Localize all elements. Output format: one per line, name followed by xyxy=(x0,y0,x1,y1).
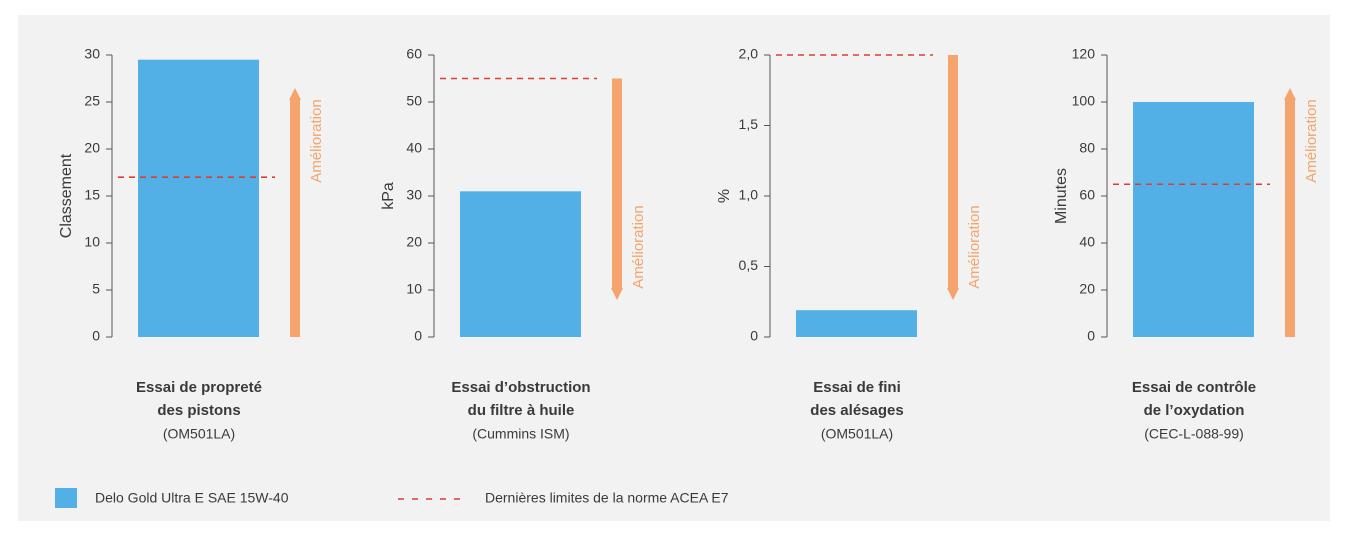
y-tick-label: 80 xyxy=(1079,140,1095,156)
chart-title: du filtre à huile xyxy=(468,402,575,419)
y-tick-label: 30 xyxy=(84,46,100,62)
bar xyxy=(460,191,581,337)
y-tick-label: 40 xyxy=(406,140,422,156)
arrow-label: Amélioration xyxy=(308,99,325,182)
chart-title: Essai de fini xyxy=(813,379,901,396)
y-axis-label: Classement xyxy=(58,153,75,238)
y-tick-label: 2,0 xyxy=(739,46,759,62)
y-tick-label: 0 xyxy=(1087,328,1095,344)
arrow-label: Amélioration xyxy=(966,205,983,288)
y-tick-label: 0 xyxy=(414,328,422,344)
y-tick-label: 40 xyxy=(1079,234,1095,250)
chart-subtitle: (OM501LA) xyxy=(163,426,235,442)
y-tick-label: 0 xyxy=(92,328,100,344)
y-tick-label: 1,0 xyxy=(739,187,759,203)
bar xyxy=(1133,102,1254,337)
y-tick-label: 120 xyxy=(1072,46,1096,62)
arrow xyxy=(1284,88,1296,337)
bar xyxy=(138,59,259,337)
y-tick-label: 20 xyxy=(84,140,100,156)
y-tick-label: 15 xyxy=(84,187,100,203)
y-tick-label: 20 xyxy=(406,234,422,250)
y-tick-label: 60 xyxy=(1079,187,1095,203)
arrow-label: Amélioration xyxy=(1303,99,1320,182)
legend-label: Dernières limites de la norme ACEA E7 xyxy=(485,490,729,506)
y-tick-label: 10 xyxy=(406,281,422,297)
y-axis-label: % xyxy=(716,189,733,203)
arrow xyxy=(611,78,623,300)
y-tick-label: 25 xyxy=(84,93,100,109)
chart-subtitle: (Cummins ISM) xyxy=(472,426,569,442)
y-tick-label: 10 xyxy=(84,234,100,250)
y-tick-label: 0,5 xyxy=(739,257,759,273)
y-axis-label: Minutes xyxy=(1053,168,1070,224)
arrow-label: Amélioration xyxy=(630,205,647,288)
arrow xyxy=(289,88,301,337)
chart-title: Essai d’obstruction xyxy=(451,379,590,396)
y-tick-label: 5 xyxy=(92,281,100,297)
chart-subtitle: (OM501LA) xyxy=(821,426,893,442)
legend-label: Delo Gold Ultra E SAE 15W-40 xyxy=(95,490,289,506)
chart-title: de l’oxydation xyxy=(1144,402,1245,419)
bar xyxy=(796,310,917,337)
y-tick-label: 0 xyxy=(750,328,758,344)
legend-swatch xyxy=(55,488,77,508)
chart-title: Essai de contrôle xyxy=(1132,379,1256,396)
chart-subtitle: (CEC-L-088-99) xyxy=(1144,426,1244,442)
chart-title: des alésages xyxy=(810,402,903,419)
y-tick-label: 30 xyxy=(406,187,422,203)
chart-title: Essai de propreté xyxy=(136,379,262,396)
y-tick-label: 1,5 xyxy=(739,116,759,132)
y-tick-label: 20 xyxy=(1079,281,1095,297)
y-tick-label: 60 xyxy=(406,46,422,62)
y-tick-label: 50 xyxy=(406,93,422,109)
y-axis-label: kPa xyxy=(380,182,397,210)
chart-title: des pistons xyxy=(157,402,240,419)
y-tick-label: 100 xyxy=(1072,93,1096,109)
arrow xyxy=(947,55,959,300)
